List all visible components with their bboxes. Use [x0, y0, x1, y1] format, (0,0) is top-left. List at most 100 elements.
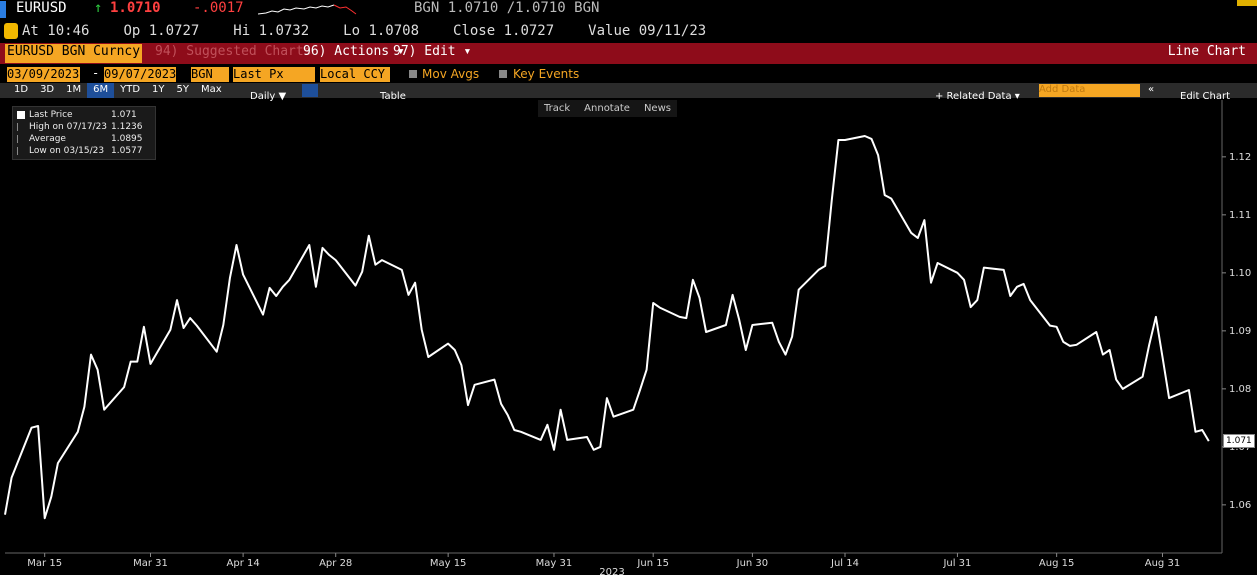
x-tick-label: Apr 28 — [319, 558, 352, 569]
toggle[interactable]: Key Events — [513, 67, 580, 81]
checkbox[interactable] — [409, 70, 417, 78]
x-tick-label: Aug 31 — [1145, 558, 1180, 569]
related[interactable]: + Related Data ▾ — [935, 84, 1020, 103]
legend-label: High on 07/17/23 — [29, 122, 108, 132]
source[interactable]: BGN — [191, 67, 229, 82]
y-tick-label: 1.08 — [1229, 384, 1251, 395]
collapse-icon[interactable]: « — [1148, 84, 1155, 95]
edit-chart[interactable]: Edit Chart — [1180, 84, 1230, 103]
stat: Lo 1.0708 — [343, 23, 420, 39]
price: 1.0710 — [110, 0, 161, 16]
tool[interactable]: News — [643, 103, 671, 114]
related-text[interactable]: + Related Data ▾ — [935, 91, 1020, 102]
quote-bar — [0, 0, 1257, 19]
view-name: Line Chart — [1167, 44, 1246, 59]
legend-swatch — [17, 135, 25, 143]
menu-item[interactable]: 97) Edit ▾ — [393, 44, 472, 59]
marker — [0, 1, 6, 18]
currency[interactable]: Local CCY — [320, 67, 390, 82]
range[interactable]: 1M — [66, 84, 82, 95]
tool[interactable]: Track — [544, 103, 571, 114]
range[interactable]: Max — [201, 84, 222, 95]
legend-row: High on 07/17/23 1.1236 — [13, 121, 155, 133]
legend-row: Average 1.0895 — [13, 133, 155, 145]
stats: At 10:46 Op 1.0727 Hi 1.0732 Lo 1.0708 Close… — [22, 23, 706, 39]
legend-swatch — [17, 123, 25, 131]
x-tick-label: Jun 15 — [636, 558, 669, 569]
range[interactable]: YTD — [120, 84, 141, 95]
legend-label: Low on 03/15/23 — [29, 146, 105, 156]
separator: - — [92, 66, 100, 80]
menu-bar — [0, 43, 1257, 64]
y-tick-label: 1.09 — [1229, 326, 1251, 337]
x-axis-label: 2023 — [599, 567, 624, 575]
chart-type[interactable] — [302, 84, 318, 97]
icon — [4, 23, 18, 39]
range[interactable]: 3D — [40, 84, 55, 95]
y-tick-label: 1.06 — [1229, 500, 1251, 511]
security[interactable]: EURUSD BGN Curncy — [5, 44, 143, 63]
controls — [0, 66, 1257, 83]
legend-label: Last Price — [29, 110, 73, 120]
stat: Value 09/11/23 — [588, 23, 707, 39]
toggle[interactable]: Mov Avgs — [422, 67, 480, 81]
legend-value: 1.071 — [111, 110, 137, 120]
stat: At 10:46 — [22, 23, 90, 39]
corner — [1237, 0, 1257, 6]
x-tick-label: Apr 14 — [227, 558, 260, 569]
last-price-tag: 1.071 — [1223, 434, 1255, 449]
frequency[interactable]: Daily ▼ — [250, 84, 286, 103]
ranges: 1D 3D 1M 6M YTD 1Y 5Y Max — [8, 83, 228, 98]
quote: BGN 1.0710 /1.0710 BGN — [414, 0, 600, 16]
collapse[interactable]: « — [1148, 84, 1154, 95]
add-data[interactable]: Add Data — [1039, 84, 1140, 97]
edit-text[interactable]: Edit Chart — [1180, 91, 1231, 102]
x-tick-label: Jul 14 — [830, 558, 859, 569]
stat: Close 1.0727 — [453, 23, 555, 39]
table[interactable]: Table — [380, 84, 406, 103]
x-tick-label: Jul 31 — [942, 558, 971, 569]
checkbox[interactable] — [499, 70, 507, 78]
table-text[interactable]: Table — [380, 91, 406, 102]
x-tick-label: Aug 15 — [1039, 558, 1074, 569]
legend-swatch — [17, 147, 25, 155]
y-tick-label: 1.11 — [1229, 210, 1251, 221]
legend-row: Last Price 1.071 — [13, 109, 155, 121]
y-tick-label: 1.10 — [1229, 268, 1251, 279]
sparkline — [258, 4, 357, 15]
x-tick-label: Mar 15 — [27, 558, 62, 569]
arrow: ↑ — [94, 0, 103, 16]
price-line — [4, 135, 1210, 520]
range[interactable]: 1Y — [152, 84, 165, 95]
menu-item[interactable]: 96) Actions ▾ — [303, 44, 405, 59]
tools: Track Annotate News — [538, 100, 677, 117]
end-date[interactable]: 09/07/2023 — [104, 67, 177, 82]
x-tick-label: Jun 30 — [736, 558, 769, 569]
stat: Hi 1.0732 — [233, 23, 310, 39]
menu-item[interactable]: 94) Suggested Charts — [155, 44, 312, 59]
tool[interactable]: Annotate — [584, 103, 630, 114]
range[interactable]: 1D — [14, 84, 29, 95]
x-tick-label: Mar 31 — [133, 558, 168, 569]
ticker: EURUSD — [16, 0, 67, 16]
spark-down — [333, 4, 357, 15]
spark-up — [258, 4, 335, 15]
legend-value: 1.0895 — [111, 134, 143, 144]
frequency-text[interactable]: Daily ▼ — [250, 91, 287, 102]
legend-swatch — [17, 111, 25, 119]
x-tick-label: May 15 — [430, 558, 467, 569]
x-tick-label: May 31 — [536, 558, 573, 569]
change: -.0017 — [193, 0, 244, 16]
legend-value: 1.1236 — [111, 122, 143, 132]
legend-label: Average — [29, 134, 66, 144]
legend: Last Price 1.071 High on 07/17/23 1.1236 Ave… — [12, 106, 156, 160]
stat: Op 1.0727 — [123, 23, 200, 39]
start-date[interactable]: 03/09/2023 — [7, 67, 80, 82]
legend-row: Low on 03/15/23 1.0577 — [13, 145, 155, 157]
range[interactable]: 6M — [87, 83, 115, 98]
y-tick-label: 1.12 — [1229, 152, 1251, 163]
legend-value: 1.0577 — [111, 146, 143, 156]
field[interactable]: Last Px — [233, 67, 315, 82]
range[interactable]: 5Y — [176, 84, 190, 95]
